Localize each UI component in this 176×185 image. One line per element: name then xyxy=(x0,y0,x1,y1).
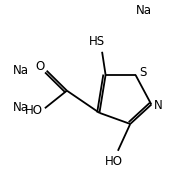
Text: Na: Na xyxy=(136,4,152,17)
Text: HO: HO xyxy=(105,155,122,168)
Text: Na: Na xyxy=(13,64,29,77)
Text: N: N xyxy=(153,99,162,112)
Text: HS: HS xyxy=(88,35,105,48)
Text: O: O xyxy=(36,60,45,73)
Text: HO: HO xyxy=(25,104,43,117)
Text: S: S xyxy=(140,66,147,79)
Text: Na: Na xyxy=(13,101,29,114)
